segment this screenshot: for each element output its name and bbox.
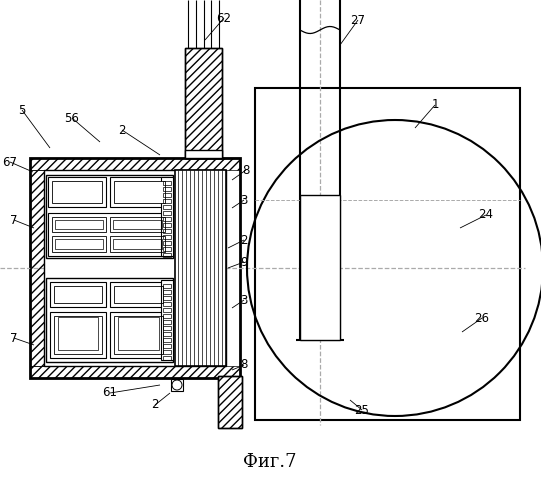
Bar	[163, 181, 171, 185]
Text: 7: 7	[10, 332, 18, 344]
Bar	[110, 312, 167, 358]
Text: 9: 9	[240, 256, 248, 268]
Bar	[163, 350, 171, 354]
Bar	[185, 48, 222, 158]
Text: 67: 67	[3, 156, 17, 168]
Bar	[218, 376, 242, 428]
Bar	[30, 158, 240, 378]
Bar	[55, 239, 103, 249]
Text: 2: 2	[151, 398, 159, 411]
Bar	[185, 48, 222, 158]
Text: 2: 2	[118, 124, 126, 136]
Bar	[110, 177, 169, 207]
Bar	[44, 170, 226, 366]
Bar	[163, 187, 171, 191]
Bar	[163, 193, 171, 197]
Bar	[300, 195, 340, 340]
Text: 3: 3	[240, 194, 248, 206]
Bar	[163, 326, 171, 330]
Bar	[163, 247, 171, 251]
Bar	[163, 308, 171, 312]
Text: 62: 62	[216, 12, 232, 24]
Bar	[52, 236, 106, 252]
Text: 8: 8	[242, 164, 250, 176]
Bar	[163, 235, 171, 239]
Text: 61: 61	[102, 386, 117, 400]
Text: 2: 2	[240, 234, 248, 246]
Bar	[118, 317, 159, 350]
Bar	[163, 320, 171, 324]
Bar	[163, 314, 171, 318]
Bar	[163, 356, 171, 360]
Bar	[46, 175, 173, 258]
Bar	[163, 296, 171, 300]
Bar	[114, 316, 163, 354]
Bar	[55, 220, 103, 229]
Text: 5: 5	[18, 104, 25, 117]
Bar	[163, 241, 171, 245]
Bar	[175, 170, 226, 366]
Bar	[110, 217, 165, 232]
Bar	[50, 282, 106, 307]
Bar	[163, 217, 171, 221]
Bar	[163, 302, 171, 306]
Bar	[161, 280, 173, 360]
Bar	[114, 286, 163, 303]
Bar	[114, 181, 165, 203]
Bar	[52, 217, 106, 232]
Text: 27: 27	[351, 14, 366, 26]
Bar	[163, 211, 171, 215]
Text: 8: 8	[240, 358, 248, 372]
Bar	[163, 253, 171, 257]
Bar	[161, 177, 173, 256]
Text: 25: 25	[354, 404, 370, 416]
Bar	[30, 366, 240, 378]
Bar	[218, 376, 242, 428]
Bar	[171, 379, 183, 391]
Bar	[30, 170, 44, 366]
Bar	[163, 229, 171, 233]
Bar	[48, 177, 106, 207]
Bar	[110, 282, 167, 307]
Bar	[163, 223, 171, 227]
Bar	[50, 312, 106, 358]
Bar	[52, 181, 102, 203]
Bar	[48, 213, 169, 256]
Bar	[163, 199, 171, 203]
Bar	[163, 332, 171, 336]
Bar	[54, 316, 102, 354]
Bar	[163, 344, 171, 348]
Text: 7: 7	[10, 214, 18, 226]
Bar	[54, 286, 102, 303]
Text: 24: 24	[478, 208, 493, 222]
Bar	[163, 338, 171, 342]
Text: Фиг.7: Фиг.7	[243, 453, 297, 471]
Text: 56: 56	[64, 112, 80, 124]
Bar	[185, 150, 222, 158]
Bar	[46, 278, 173, 362]
Bar	[113, 220, 162, 229]
Text: 3: 3	[240, 294, 248, 306]
Bar	[58, 317, 98, 350]
Bar	[163, 205, 171, 209]
Bar	[255, 88, 520, 420]
Bar	[163, 284, 171, 288]
Bar	[163, 290, 171, 294]
Bar	[30, 158, 240, 170]
Text: 1: 1	[431, 98, 439, 112]
Bar	[110, 236, 165, 252]
Text: 26: 26	[474, 312, 490, 324]
Bar	[113, 239, 162, 249]
